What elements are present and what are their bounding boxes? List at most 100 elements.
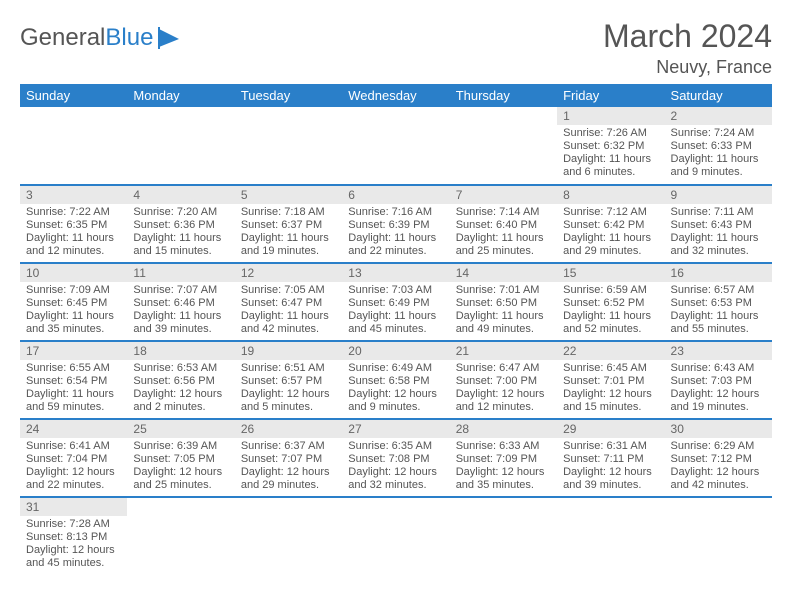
day-details: Sunrise: 6:29 AMSunset: 7:12 PMDaylight:… [665,438,772,496]
calendar-day: 2Sunrise: 7:24 AMSunset: 6:33 PMDaylight… [665,107,772,185]
logo-text-2: Blue [105,24,153,52]
day-details: Sunrise: 7:24 AMSunset: 6:33 PMDaylight:… [665,125,772,183]
day-number: 27 [342,420,449,438]
calendar-day: 30Sunrise: 6:29 AMSunset: 7:12 PMDayligh… [665,419,772,497]
day-details: Sunrise: 6:43 AMSunset: 7:03 PMDaylight:… [665,360,772,418]
day-number: 14 [450,264,557,282]
day-details: Sunrise: 7:20 AMSunset: 6:36 PMDaylight:… [127,204,234,262]
day-number: 4 [127,186,234,204]
day-details: Sunrise: 7:22 AMSunset: 6:35 PMDaylight:… [20,204,127,262]
calendar-day: 15Sunrise: 6:59 AMSunset: 6:52 PMDayligh… [557,263,664,341]
calendar-empty [235,107,342,185]
day-details: Sunrise: 7:03 AMSunset: 6:49 PMDaylight:… [342,282,449,340]
calendar-empty [665,497,772,575]
day-number: 6 [342,186,449,204]
day-number: 17 [20,342,127,360]
day-details: Sunrise: 6:57 AMSunset: 6:53 PMDaylight:… [665,282,772,340]
calendar-empty [450,497,557,575]
calendar-day: 8Sunrise: 7:12 AMSunset: 6:42 PMDaylight… [557,185,664,263]
location: Neuvy, France [603,57,772,78]
calendar-day: 6Sunrise: 7:16 AMSunset: 6:39 PMDaylight… [342,185,449,263]
day-header: Wednesday [342,84,449,107]
calendar-day: 19Sunrise: 6:51 AMSunset: 6:57 PMDayligh… [235,341,342,419]
day-number: 16 [665,264,772,282]
day-number: 30 [665,420,772,438]
day-number: 9 [665,186,772,204]
day-number: 21 [450,342,557,360]
day-details: Sunrise: 7:07 AMSunset: 6:46 PMDaylight:… [127,282,234,340]
day-details: Sunrise: 7:05 AMSunset: 6:47 PMDaylight:… [235,282,342,340]
day-number: 31 [20,498,127,516]
calendar-week: 1Sunrise: 7:26 AMSunset: 6:32 PMDaylight… [20,107,772,185]
day-details: Sunrise: 7:14 AMSunset: 6:40 PMDaylight:… [450,204,557,262]
calendar-week: 31Sunrise: 7:28 AMSunset: 8:13 PMDayligh… [20,497,772,575]
calendar-day: 10Sunrise: 7:09 AMSunset: 6:45 PMDayligh… [20,263,127,341]
calendar-day: 23Sunrise: 6:43 AMSunset: 7:03 PMDayligh… [665,341,772,419]
calendar-day: 24Sunrise: 6:41 AMSunset: 7:04 PMDayligh… [20,419,127,497]
day-details: Sunrise: 6:31 AMSunset: 7:11 PMDaylight:… [557,438,664,496]
day-details: Sunrise: 7:28 AMSunset: 8:13 PMDaylight:… [20,516,127,574]
calendar-empty [235,497,342,575]
day-header: Friday [557,84,664,107]
day-header: Saturday [665,84,772,107]
day-details: Sunrise: 6:41 AMSunset: 7:04 PMDaylight:… [20,438,127,496]
calendar-day: 4Sunrise: 7:20 AMSunset: 6:36 PMDaylight… [127,185,234,263]
day-details: Sunrise: 7:12 AMSunset: 6:42 PMDaylight:… [557,204,664,262]
day-number: 8 [557,186,664,204]
day-number: 10 [20,264,127,282]
day-number: 1 [557,107,664,125]
header: GeneralBlue March 2024 Neuvy, France [20,18,772,78]
calendar-empty [127,107,234,185]
day-number: 5 [235,186,342,204]
calendar-day: 12Sunrise: 7:05 AMSunset: 6:47 PMDayligh… [235,263,342,341]
calendar-empty [557,497,664,575]
calendar-day: 29Sunrise: 6:31 AMSunset: 7:11 PMDayligh… [557,419,664,497]
day-number: 18 [127,342,234,360]
calendar-day: 31Sunrise: 7:28 AMSunset: 8:13 PMDayligh… [20,497,127,575]
calendar-week: 24Sunrise: 6:41 AMSunset: 7:04 PMDayligh… [20,419,772,497]
day-header: Monday [127,84,234,107]
title-block: March 2024 Neuvy, France [603,18,772,78]
day-number: 28 [450,420,557,438]
day-number: 15 [557,264,664,282]
calendar-day: 7Sunrise: 7:14 AMSunset: 6:40 PMDaylight… [450,185,557,263]
calendar-day: 28Sunrise: 6:33 AMSunset: 7:09 PMDayligh… [450,419,557,497]
calendar-day: 16Sunrise: 6:57 AMSunset: 6:53 PMDayligh… [665,263,772,341]
day-number: 7 [450,186,557,204]
day-details: Sunrise: 6:35 AMSunset: 7:08 PMDaylight:… [342,438,449,496]
day-details: Sunrise: 6:51 AMSunset: 6:57 PMDaylight:… [235,360,342,418]
calendar-week: 10Sunrise: 7:09 AMSunset: 6:45 PMDayligh… [20,263,772,341]
day-details: Sunrise: 7:16 AMSunset: 6:39 PMDaylight:… [342,204,449,262]
calendar-body: 1Sunrise: 7:26 AMSunset: 6:32 PMDaylight… [20,107,772,575]
day-number: 2 [665,107,772,125]
day-details: Sunrise: 7:09 AMSunset: 6:45 PMDaylight:… [20,282,127,340]
calendar-day: 5Sunrise: 7:18 AMSunset: 6:37 PMDaylight… [235,185,342,263]
day-details: Sunrise: 6:39 AMSunset: 7:05 PMDaylight:… [127,438,234,496]
day-number: 13 [342,264,449,282]
calendar-empty [342,497,449,575]
day-details: Sunrise: 6:53 AMSunset: 6:56 PMDaylight:… [127,360,234,418]
calendar-day: 26Sunrise: 6:37 AMSunset: 7:07 PMDayligh… [235,419,342,497]
calendar-empty [342,107,449,185]
day-number: 19 [235,342,342,360]
calendar-week: 3Sunrise: 7:22 AMSunset: 6:35 PMDaylight… [20,185,772,263]
calendar-day: 9Sunrise: 7:11 AMSunset: 6:43 PMDaylight… [665,185,772,263]
day-number: 29 [557,420,664,438]
calendar-empty [450,107,557,185]
calendar-empty [127,497,234,575]
calendar-day: 1Sunrise: 7:26 AMSunset: 6:32 PMDaylight… [557,107,664,185]
day-details: Sunrise: 6:37 AMSunset: 7:07 PMDaylight:… [235,438,342,496]
day-number: 12 [235,264,342,282]
day-details: Sunrise: 7:01 AMSunset: 6:50 PMDaylight:… [450,282,557,340]
day-header: Tuesday [235,84,342,107]
day-number: 3 [20,186,127,204]
calendar-day: 22Sunrise: 6:45 AMSunset: 7:01 PMDayligh… [557,341,664,419]
calendar-table: SundayMondayTuesdayWednesdayThursdayFrid… [20,84,772,575]
day-details: Sunrise: 6:55 AMSunset: 6:54 PMDaylight:… [20,360,127,418]
day-number: 11 [127,264,234,282]
calendar-day: 21Sunrise: 6:47 AMSunset: 7:00 PMDayligh… [450,341,557,419]
day-details: Sunrise: 7:26 AMSunset: 6:32 PMDaylight:… [557,125,664,183]
day-number: 22 [557,342,664,360]
day-details: Sunrise: 6:59 AMSunset: 6:52 PMDaylight:… [557,282,664,340]
day-number: 23 [665,342,772,360]
